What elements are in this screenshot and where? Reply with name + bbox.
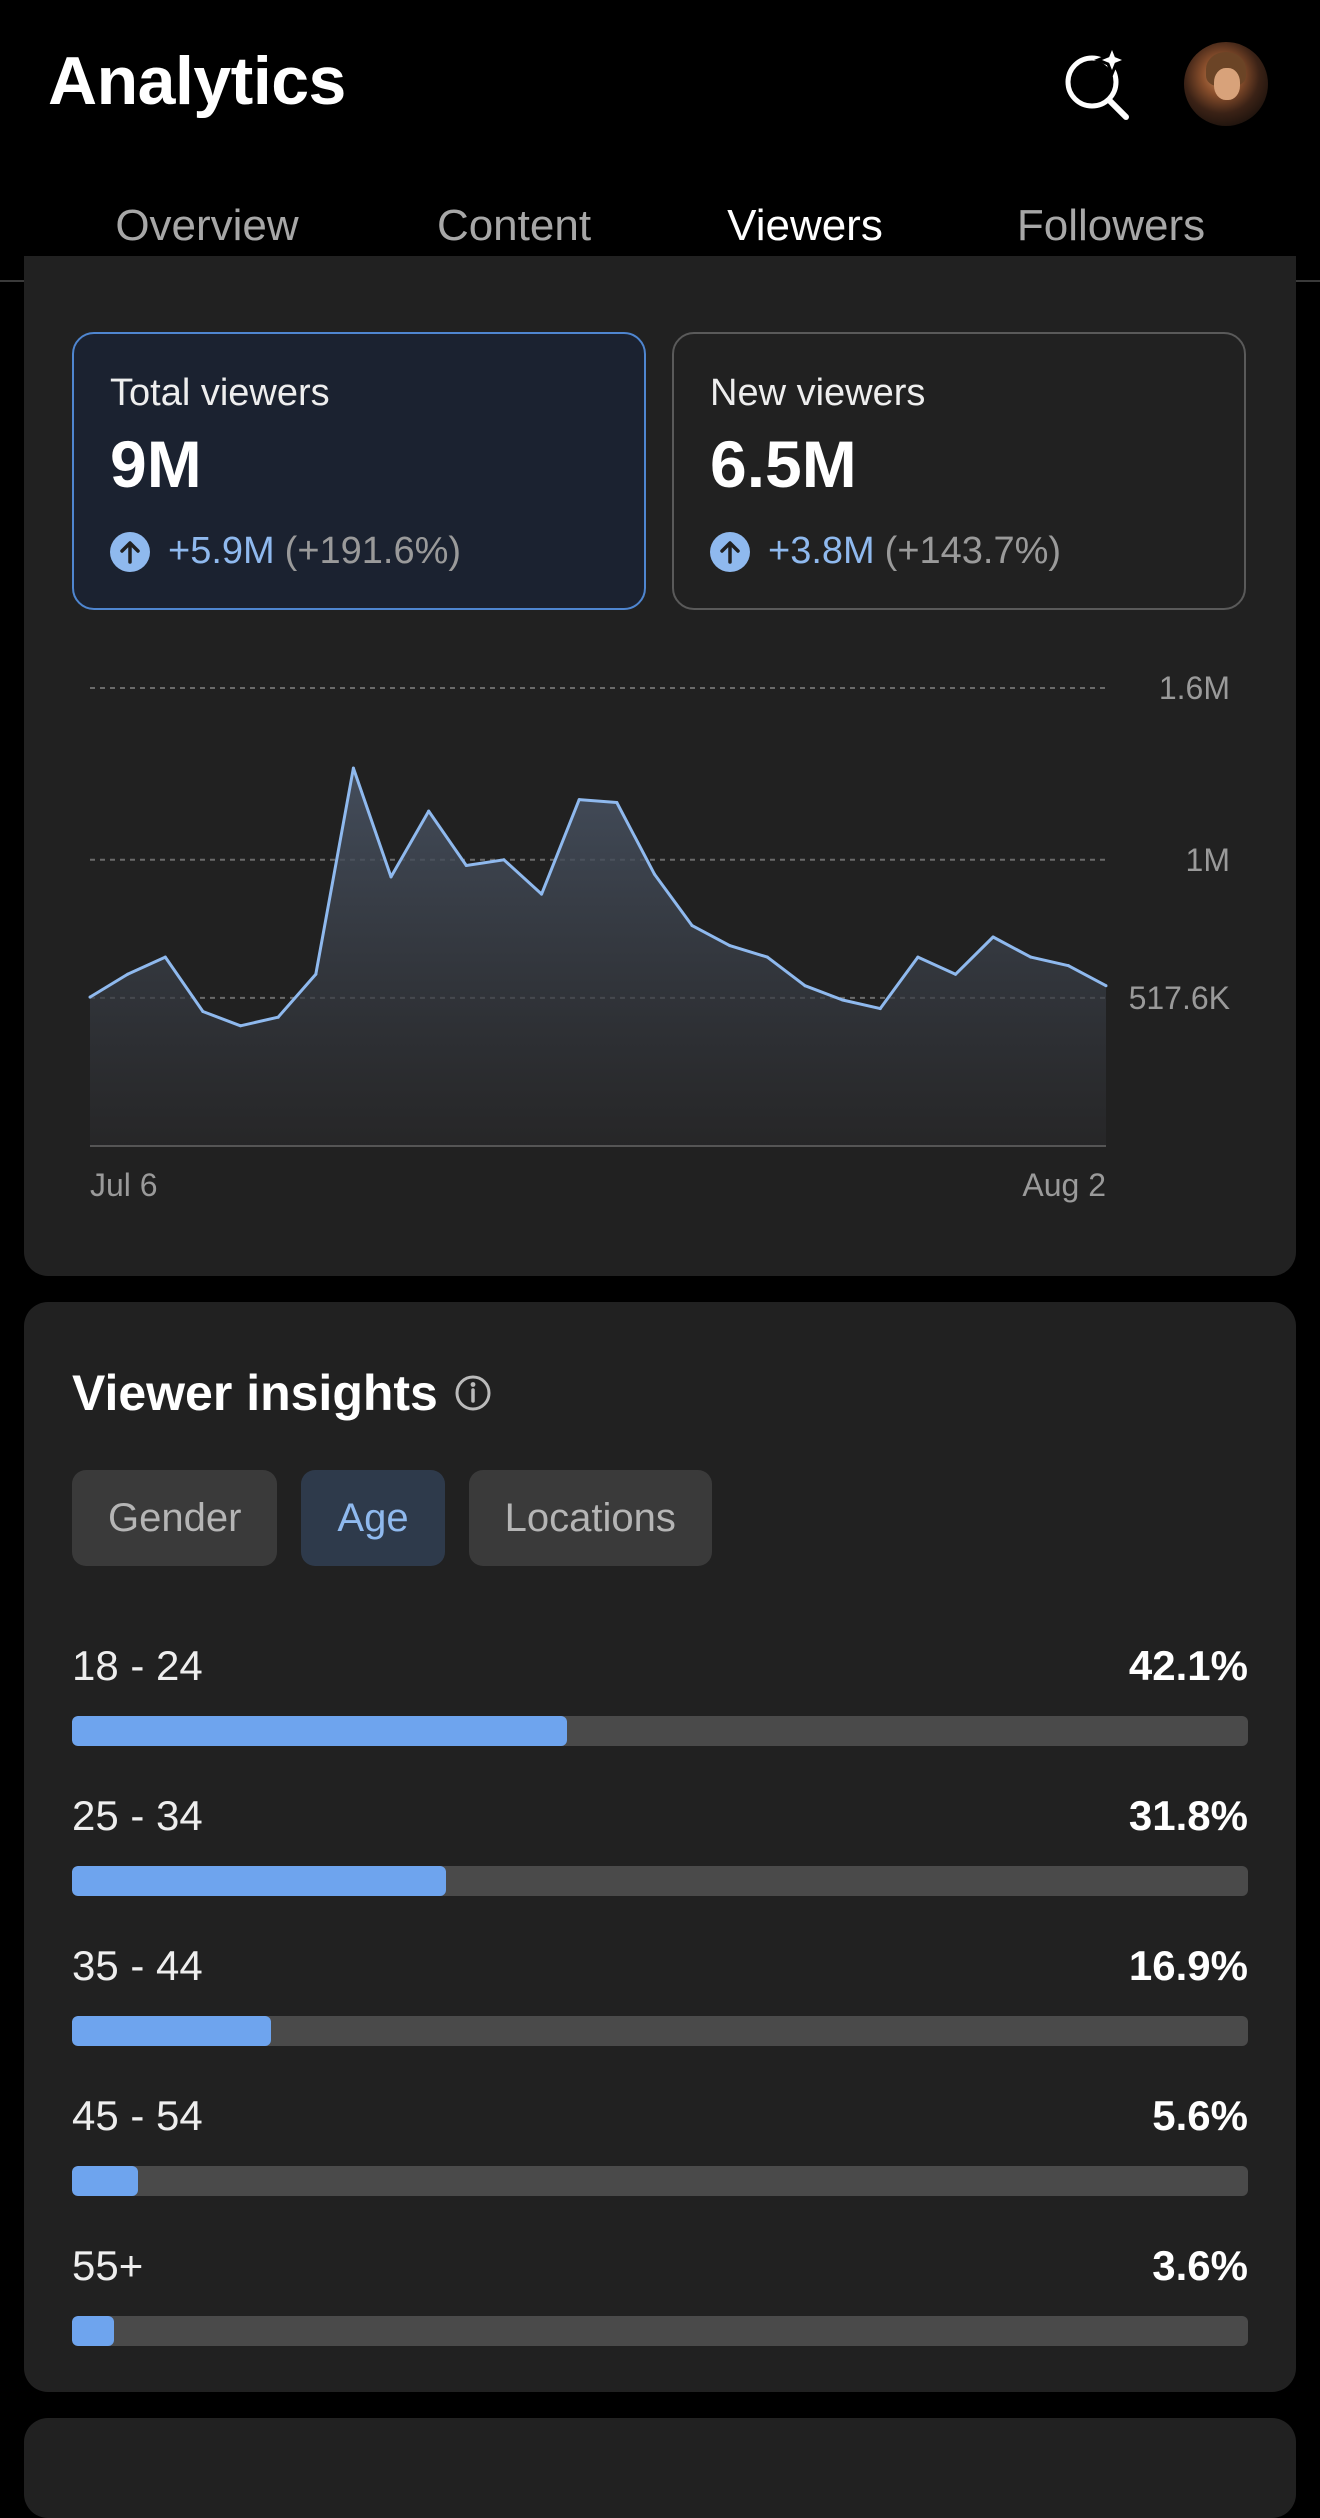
chart-data-point bbox=[577, 798, 581, 802]
chart-data-point bbox=[615, 801, 619, 804]
age-group-row: 35 - 44 16.9% bbox=[72, 1942, 1248, 2062]
age-group-bar-track bbox=[72, 2166, 1248, 2196]
y-tick-label: 1.6M bbox=[1159, 670, 1230, 706]
chart-data-point bbox=[276, 1015, 280, 1019]
tab-overview[interactable]: Overview bbox=[115, 201, 299, 250]
total-viewers-label: Total viewers bbox=[110, 372, 330, 414]
age-group-bar-track bbox=[72, 1716, 1248, 1746]
age-group-percent: 3.6% bbox=[1152, 2242, 1248, 2289]
arrow-up-icon bbox=[710, 531, 750, 572]
chart-data-point bbox=[540, 892, 544, 896]
chart-data-point bbox=[803, 984, 807, 988]
age-group-label: 45 - 54 bbox=[72, 2092, 203, 2139]
filter-chip-age[interactable]: Age bbox=[301, 1470, 445, 1566]
new-viewers-change: +3.8M (+143.7%) bbox=[710, 530, 1061, 573]
insights-heading: Viewer insights bbox=[72, 1364, 492, 1422]
search-sparkle-button[interactable] bbox=[1062, 41, 1134, 124]
viewers-overview-card: Total viewers 9M +5.9M (+191.6%) New vie… bbox=[24, 256, 1296, 1276]
total-viewers-change: +5.9M (+191.6%) bbox=[110, 530, 461, 573]
age-group-bar-track bbox=[72, 1866, 1248, 1896]
viewers-line-chart[interactable]: 1.6M 1M 517.6K Jul 6 Aug 2 bbox=[24, 256, 1296, 1276]
chart-data-point bbox=[389, 875, 393, 879]
total-viewers-value: 9M bbox=[110, 427, 202, 501]
viewer-insights-card: Viewer insights Gender Age Locations 18 … bbox=[24, 1302, 1296, 2392]
chart-data-point bbox=[201, 1009, 205, 1013]
arrow-up-icon bbox=[110, 531, 150, 572]
age-group-percent: 16.9% bbox=[1128, 1942, 1248, 1989]
chart-data-point bbox=[88, 995, 92, 999]
age-group-percent: 5.6% bbox=[1152, 2092, 1248, 2139]
page-title: Analytics bbox=[48, 43, 346, 119]
chart-data-point bbox=[765, 955, 769, 959]
insights-title: Viewer insights bbox=[72, 1365, 438, 1421]
new-viewers-change-value: +3.8M bbox=[768, 530, 875, 572]
next-section-card bbox=[24, 2418, 1296, 2518]
filter-chip-gender[interactable]: Gender bbox=[72, 1470, 278, 1566]
y-tick-label: 517.6K bbox=[1129, 980, 1230, 1016]
new-viewers-change-percent: (+143.7%) bbox=[884, 530, 1062, 572]
chart-data-point bbox=[502, 858, 506, 862]
chart-data-point bbox=[126, 972, 130, 976]
age-group-percent: 31.8% bbox=[1128, 1792, 1248, 1839]
age-group-row: 55+ 3.6% bbox=[72, 2242, 1248, 2362]
chart-data-point bbox=[652, 872, 656, 876]
chart-data-point bbox=[916, 955, 920, 959]
age-group-label: 18 - 24 bbox=[72, 1642, 203, 1689]
chart-data-point bbox=[163, 955, 167, 959]
age-group-bar-fill bbox=[72, 1716, 568, 1746]
chart-data-point bbox=[991, 935, 995, 939]
chart-data-point bbox=[878, 1007, 882, 1011]
tab-content[interactable]: Content bbox=[436, 201, 592, 250]
new-viewers-value: 6.5M bbox=[710, 427, 857, 501]
age-group-bar-fill bbox=[72, 2316, 115, 2346]
age-group-row: 18 - 24 42.1% bbox=[72, 1642, 1248, 1762]
chart-data-point bbox=[1029, 955, 1033, 959]
age-group-row: 25 - 34 31.8% bbox=[72, 1792, 1248, 1912]
chart-data-point bbox=[351, 766, 355, 770]
chart-data-point bbox=[427, 809, 431, 813]
y-tick-label: 1M bbox=[1186, 842, 1230, 878]
age-group-bar-fill bbox=[72, 2016, 271, 2046]
chart-data-point bbox=[1066, 964, 1070, 968]
age-group-bar-fill bbox=[72, 2166, 138, 2196]
filter-chip-locations[interactable]: Locations bbox=[468, 1470, 712, 1566]
x-tick-label: Jul 6 bbox=[90, 1167, 158, 1203]
chart-data-point bbox=[728, 944, 732, 948]
chart-data-point bbox=[841, 998, 845, 1002]
age-group-label: 25 - 34 bbox=[72, 1792, 203, 1839]
chart-data-point bbox=[690, 924, 694, 928]
x-tick-label: Aug 2 bbox=[1022, 1167, 1106, 1203]
age-group-bar-track bbox=[72, 2016, 1248, 2046]
chart-data-point bbox=[239, 1024, 243, 1028]
new-viewers-card[interactable]: New viewers 6.5M +3.8M (+143.7%) bbox=[672, 332, 1246, 610]
age-group-label: 55+ bbox=[72, 2242, 144, 2289]
chart-data-point bbox=[464, 863, 468, 867]
app-header: Analytics bbox=[0, 0, 1320, 170]
insight-filter-chips: Gender Age Locations bbox=[72, 1470, 712, 1566]
age-group-row: 45 - 54 5.6% bbox=[72, 2092, 1248, 2212]
chart-data-point bbox=[953, 972, 957, 976]
info-icon[interactable] bbox=[454, 1374, 492, 1412]
age-group-bar-track bbox=[72, 2316, 1248, 2346]
chart-series-line bbox=[89, 766, 1107, 1028]
chart-data-point bbox=[314, 972, 318, 976]
total-viewers-change-percent: (+191.6%) bbox=[284, 530, 462, 572]
total-viewers-card[interactable]: Total viewers 9M +5.9M (+191.6%) bbox=[72, 332, 646, 610]
new-viewers-label: New viewers bbox=[710, 372, 926, 414]
chart-data-point bbox=[1104, 984, 1108, 988]
chart-area-fill bbox=[90, 768, 1106, 1146]
avatar-face bbox=[1214, 68, 1240, 100]
age-group-label: 35 - 44 bbox=[72, 1942, 203, 1989]
avatar[interactable] bbox=[1184, 42, 1268, 126]
total-viewers-change-value: +5.9M bbox=[168, 530, 275, 572]
age-group-percent: 42.1% bbox=[1128, 1642, 1248, 1689]
tab-followers[interactable]: Followers bbox=[1016, 201, 1206, 250]
search-sparkle-icon bbox=[1065, 41, 1131, 120]
age-group-bar-fill bbox=[72, 1866, 446, 1896]
